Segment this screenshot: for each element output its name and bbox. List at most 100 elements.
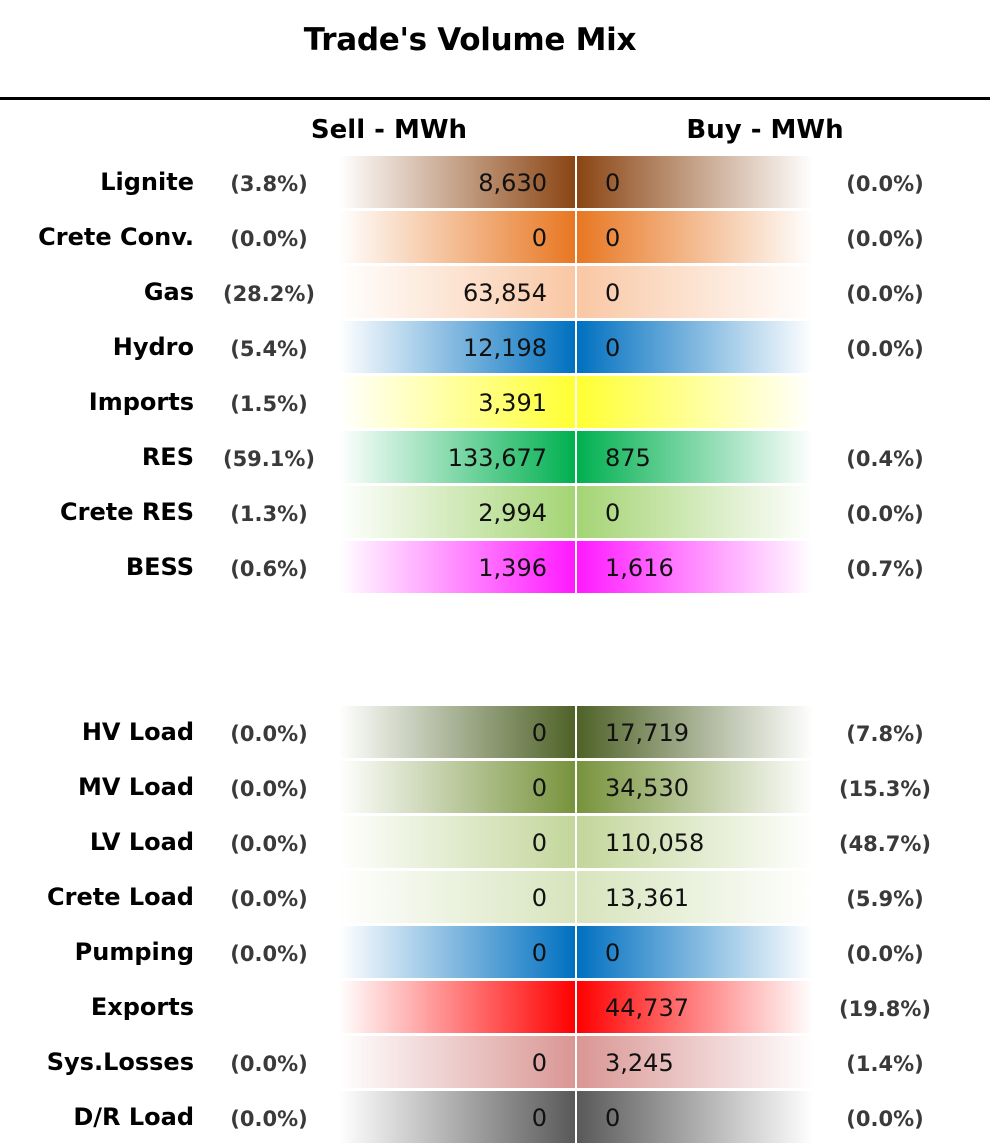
buy-percent: (5.9%) [846, 887, 924, 911]
buy-percent: (0.0%) [846, 502, 924, 526]
buy-value: 875 [605, 444, 651, 472]
sell-bar [339, 541, 575, 593]
row-d-r-load: D/R Load (0.0%) 0 0 (0.0%) [0, 1091, 990, 1143]
buy-percent: (0.0%) [846, 337, 924, 361]
row-res: RES (59.1%) 133,677 875 (0.4%) [0, 431, 990, 483]
row-label: Pumping [74, 938, 194, 966]
row-label: Crete RES [60, 498, 194, 526]
sell-bar [339, 871, 575, 923]
row-mv-load: MV Load (0.0%) 0 34,530 (15.3%) [0, 761, 990, 813]
buy-value: 0 [605, 1104, 621, 1132]
sell-percent: (0.6%) [230, 557, 308, 581]
buy-bar [577, 211, 813, 263]
buy-bar [577, 431, 813, 483]
sell-bar [339, 816, 575, 868]
row-crete-res: Crete RES (1.3%) 2,994 0 (0.0%) [0, 486, 990, 538]
buy-bar [577, 541, 813, 593]
title-divider [0, 97, 990, 100]
row-sys-losses: Sys.Losses (0.0%) 0 3,245 (1.4%) [0, 1036, 990, 1088]
sell-percent: (59.1%) [222, 447, 316, 471]
sell-percent: (0.0%) [230, 1107, 308, 1131]
row-crete-load: Crete Load (0.0%) 0 13,361 (5.9%) [0, 871, 990, 923]
row-label: Exports [90, 993, 194, 1021]
row-lignite: Lignite (3.8%) 8,630 0 (0.0%) [0, 156, 990, 208]
row-label: RES [141, 443, 194, 471]
sell-bar [339, 761, 575, 813]
buy-bar [577, 816, 813, 868]
buy-value: 1,616 [605, 554, 674, 582]
row-label: D/R Load [73, 1103, 194, 1131]
sell-percent: (0.0%) [230, 942, 308, 966]
row-label: HV Load [81, 718, 194, 746]
sell-percent: (28.2%) [222, 282, 316, 306]
sell-percent: (1.5%) [230, 392, 308, 416]
sell-value: 12,198 [463, 334, 547, 362]
buy-value [605, 376, 805, 428]
sell-percent: (3.8%) [230, 172, 308, 196]
buy-bar [577, 156, 813, 208]
sell-percent: (0.0%) [230, 887, 308, 911]
buy-value: 3,245 [605, 1049, 674, 1077]
sell-value: 133,677 [447, 444, 547, 472]
buy-percent: (0.0%) [846, 227, 924, 251]
row-hydro: Hydro (5.4%) 12,198 0 (0.0%) [0, 321, 990, 373]
sell-bar [339, 486, 575, 538]
row-label: Imports [88, 388, 194, 416]
buy-percent: (1.4%) [846, 1052, 924, 1076]
sell-value: 2,994 [478, 499, 547, 527]
buy-percent: (0.0%) [846, 282, 924, 306]
buy-bar [577, 266, 813, 318]
row-label: LV Load [89, 828, 194, 856]
sell-bar [339, 321, 575, 373]
sell-percent: (0.0%) [230, 832, 308, 856]
sell-bar [339, 156, 575, 208]
row-label: MV Load [78, 773, 194, 801]
row-hv-load: HV Load (0.0%) 0 17,719 (7.8%) [0, 706, 990, 758]
sell-value: 0 [531, 719, 547, 747]
buy-column-header: Buy - MWh [686, 115, 844, 145]
sell-value: 0 [531, 1049, 547, 1077]
buy-percent [830, 376, 940, 428]
row-pumping: Pumping (0.0%) 0 0 (0.0%) [0, 926, 990, 978]
sell-bar [339, 926, 575, 978]
row-label: Sys.Losses [46, 1048, 194, 1076]
sell-percent: (1.3%) [230, 502, 308, 526]
sell-column-header: Sell - MWh [310, 115, 468, 145]
buy-value: 110,058 [605, 829, 705, 857]
sell-bar [339, 706, 575, 758]
sell-bar [339, 1036, 575, 1088]
row-label: Hydro [112, 333, 194, 361]
sell-value: 0 [531, 939, 547, 967]
buy-bar [577, 761, 813, 813]
sell-percent: (0.0%) [230, 1052, 308, 1076]
row-exports: Exports 44,737 (19.8%) [0, 981, 990, 1033]
row-label: Gas [143, 278, 194, 306]
row-label: Crete Conv. [38, 223, 194, 251]
sell-value: 0 [531, 1104, 547, 1132]
buy-bar [577, 486, 813, 538]
sell-value: 0 [531, 774, 547, 802]
buy-percent: (0.7%) [846, 557, 924, 581]
sell-percent: (0.0%) [230, 227, 308, 251]
row-bess: BESS (0.6%) 1,396 1,616 (0.7%) [0, 541, 990, 593]
buy-value: 0 [605, 939, 621, 967]
sell-value: 8,630 [478, 169, 547, 197]
buy-value: 13,361 [605, 884, 689, 912]
sell-bar [339, 981, 575, 1033]
sell-value: 3,391 [478, 389, 547, 417]
buy-bar [577, 871, 813, 923]
buy-bar [577, 376, 813, 428]
buy-bar [577, 981, 813, 1033]
buy-percent: (0.0%) [846, 942, 924, 966]
buy-value: 0 [605, 279, 621, 307]
sell-percent: (0.0%) [230, 722, 308, 746]
buy-bar [577, 1036, 813, 1088]
sell-value: 63,854 [463, 279, 547, 307]
buy-percent: (15.3%) [838, 777, 932, 801]
buy-value: 0 [605, 224, 621, 252]
buy-value: 34,530 [605, 774, 689, 802]
chart-title: Trade's Volume Mix [303, 22, 637, 58]
row-lv-load: LV Load (0.0%) 0 110,058 (48.7%) [0, 816, 990, 868]
sell-bar [339, 376, 575, 428]
sell-value: 0 [531, 224, 547, 252]
